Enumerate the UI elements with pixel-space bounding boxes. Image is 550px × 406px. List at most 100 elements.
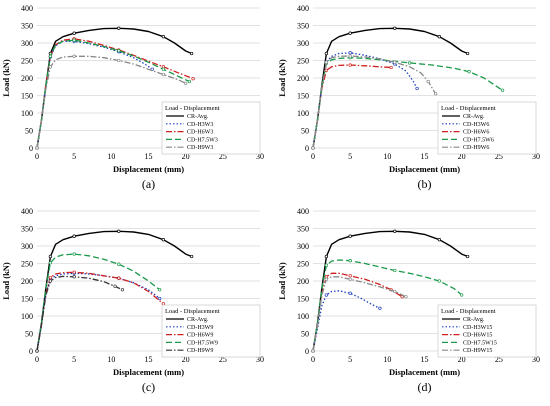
- series-line-cd-h6w6: [312, 64, 392, 149]
- y-tick-label: 50: [301, 330, 309, 339]
- data-point: [35, 349, 39, 353]
- data-point: [161, 302, 166, 306]
- y-tick-label: 200: [297, 74, 309, 83]
- data-point: [117, 58, 121, 63]
- series-line-cd-h3w6: [312, 52, 418, 149]
- y-tick-label: 100: [297, 109, 309, 118]
- data-point: [348, 259, 352, 263]
- y-tick-label: 250: [297, 57, 309, 66]
- data-point: [348, 277, 352, 281]
- data-point: [161, 72, 166, 77]
- data-point: [117, 262, 121, 266]
- x-tick-label: 0: [311, 355, 315, 364]
- x-tick-label: 25: [219, 355, 227, 364]
- y-axis-title: Load (kN): [277, 262, 287, 300]
- y-tick-label: 400: [297, 207, 309, 216]
- legend-entry: CD-H7.5W9: [187, 340, 218, 346]
- legend-title: Load - Displacement: [441, 308, 496, 315]
- x-tick-label: 10: [383, 152, 391, 161]
- data-point: [465, 254, 470, 259]
- y-tick-label: 150: [297, 92, 309, 101]
- x-tick-label: 5: [72, 355, 76, 364]
- data-point: [48, 275, 53, 280]
- data-point: [324, 293, 329, 297]
- legend-entry: CD-H7.5W15: [463, 340, 497, 346]
- series-line-cd-h9w9: [36, 275, 123, 352]
- y-tick-label: 50: [301, 127, 309, 136]
- legend-entry: CD-H3W9: [187, 325, 213, 331]
- data-point: [393, 60, 397, 64]
- y-tick-label: 100: [21, 312, 33, 321]
- y-tick-label: 0: [29, 144, 33, 153]
- data-point: [48, 261, 53, 265]
- x-axis-title: Displacement (mm): [389, 164, 460, 174]
- legend-entry: CD-H6W6: [463, 130, 489, 136]
- x-tick-label: 30: [532, 355, 540, 364]
- data-point: [191, 77, 195, 81]
- chart-panel-c: 0 50 100 150 200 250 300 350 400 0 5 10 15 20 25 30 Disp…: [1, 207, 264, 394]
- data-point: [189, 254, 194, 259]
- data-point: [434, 92, 438, 96]
- chart-panel-d: 0 50 100 150 200 250 300 350 400 0 5 10 15 20 25 30 Disp…: [277, 207, 540, 394]
- x-tick-label: 25: [219, 152, 227, 161]
- y-tick-label: 300: [297, 242, 309, 251]
- series-line-cd-h9w3: [36, 55, 186, 149]
- legend-entry: CD-H9W3: [187, 145, 213, 151]
- data-point: [393, 268, 397, 273]
- x-tick-label: 15: [145, 355, 153, 364]
- data-point: [437, 35, 442, 39]
- legend-entry: CR-Avg.: [187, 317, 209, 323]
- y-tick-label: 0: [29, 347, 33, 356]
- legend-title: Load - Displacement: [165, 308, 220, 315]
- y-tick-label: 250: [21, 260, 33, 269]
- data-point: [72, 54, 76, 58]
- data-point: [72, 31, 76, 35]
- series-line-cd-h7-5w15: [312, 259, 463, 352]
- data-point: [72, 234, 76, 238]
- x-axis-title: Displacement (mm): [113, 367, 184, 377]
- data-point: [161, 67, 166, 71]
- data-point: [415, 86, 419, 91]
- legend-entry: CR-Avg.: [463, 114, 485, 120]
- y-axis-title: Load (kN): [1, 262, 11, 300]
- data-point: [467, 70, 471, 74]
- legend-box: [437, 101, 537, 155]
- x-tick-label: 5: [348, 355, 352, 364]
- data-point: [48, 54, 53, 58]
- y-tick-label: 50: [25, 330, 33, 339]
- legend-title: Load - Displacement: [165, 105, 220, 112]
- panel-label: (d): [418, 380, 432, 394]
- legend-box: [161, 101, 261, 155]
- x-tick-label: 15: [421, 152, 429, 161]
- series-line-cr-avg-: [312, 230, 468, 352]
- data-point: [324, 68, 329, 72]
- data-point: [407, 61, 412, 65]
- panel-label: (c): [142, 380, 155, 394]
- x-tick-label: 30: [532, 152, 540, 161]
- legend-entry: CR-Avg.: [463, 317, 485, 323]
- data-point: [437, 238, 442, 242]
- x-tick-label: 5: [72, 152, 76, 161]
- y-tick-label: 150: [21, 92, 33, 101]
- legend-entry: CD-H3W3: [187, 122, 213, 128]
- legend-entry: CD-H3W15: [463, 325, 492, 331]
- legend-entry: CD-H9W9: [187, 348, 213, 354]
- data-point: [393, 229, 397, 233]
- y-tick-label: 200: [21, 277, 33, 286]
- panel-label: (b): [418, 177, 432, 191]
- data-point: [161, 35, 166, 39]
- y-tick-label: 300: [297, 39, 309, 48]
- data-point: [389, 65, 393, 70]
- data-point: [348, 291, 352, 295]
- series-line-cr-avg-: [36, 27, 192, 149]
- x-tick-label: 10: [383, 355, 391, 364]
- chart-panel-a: 0 50 100 150 200 250 300 350 400 0 5 10 15 20 25 30 Disp…: [1, 4, 264, 191]
- x-tick-label: 25: [495, 152, 503, 161]
- y-tick-label: 350: [21, 225, 33, 234]
- panel-label: (a): [142, 177, 155, 191]
- x-tick-label: 20: [182, 355, 190, 364]
- series-line-cd-h3w15: [312, 290, 381, 352]
- data-point: [324, 263, 329, 267]
- y-tick-label: 350: [297, 225, 309, 234]
